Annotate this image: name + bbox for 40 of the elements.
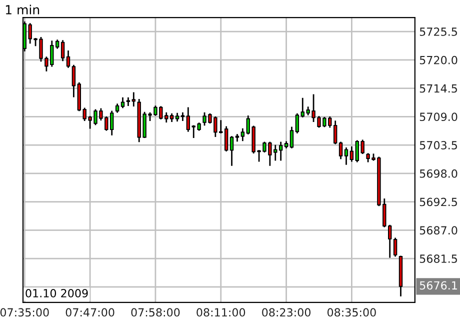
y-tick-label: 5687.0 — [420, 226, 458, 235]
candlestick — [350, 146, 354, 162]
y-tick-label: 5720.0 — [420, 56, 458, 64]
y-tick-label: 5698.0 — [420, 169, 458, 178]
candlestick — [344, 147, 348, 165]
y-tick-label: 5703.5 — [420, 141, 457, 150]
candlestick — [393, 238, 398, 257]
annotation: 01.10 2009 — [26, 288, 88, 298]
candlestick — [224, 126, 228, 152]
y-tick-label: 5725.5 — [420, 28, 457, 36]
candlestick — [230, 136, 234, 166]
candlestick — [333, 120, 338, 144]
candlestick — [120, 97, 125, 108]
candlestick — [110, 110, 114, 136]
candlestick — [388, 224, 392, 258]
y-tick-label: 5681.5 — [420, 254, 457, 263]
x-tick-label: 07:35:00 — [0, 308, 49, 317]
candlestick — [235, 134, 240, 142]
y-tick-label: 5709.0 — [420, 112, 458, 122]
candlestick — [72, 64, 76, 98]
x-tick-label: 08:11:00 — [196, 308, 246, 317]
candlestick — [66, 50, 70, 68]
annotation: 5676.1 — [420, 281, 457, 290]
candlestick — [240, 128, 245, 142]
x-tick-label: 07:58:00 — [131, 308, 180, 317]
x-tick-label: 07:47:00 — [66, 308, 114, 317]
candlestick — [338, 142, 343, 160]
y-tick-label: 5714.5 — [420, 84, 457, 93]
candlestick — [295, 113, 300, 134]
candlestick — [180, 112, 185, 121]
chart-title: 1 min — [6, 4, 40, 14]
candlestick — [126, 97, 130, 106]
candlestick — [60, 40, 65, 62]
candlestick — [290, 126, 294, 148]
candlestick — [132, 92, 136, 107]
x-tick-label: 08:23:00 — [262, 308, 310, 317]
y-tick-label: 5692.5 — [420, 198, 457, 206]
candlestick — [278, 142, 283, 161]
candlestick — [186, 107, 190, 132]
x-tick-label: 08:35:00 — [327, 308, 376, 317]
